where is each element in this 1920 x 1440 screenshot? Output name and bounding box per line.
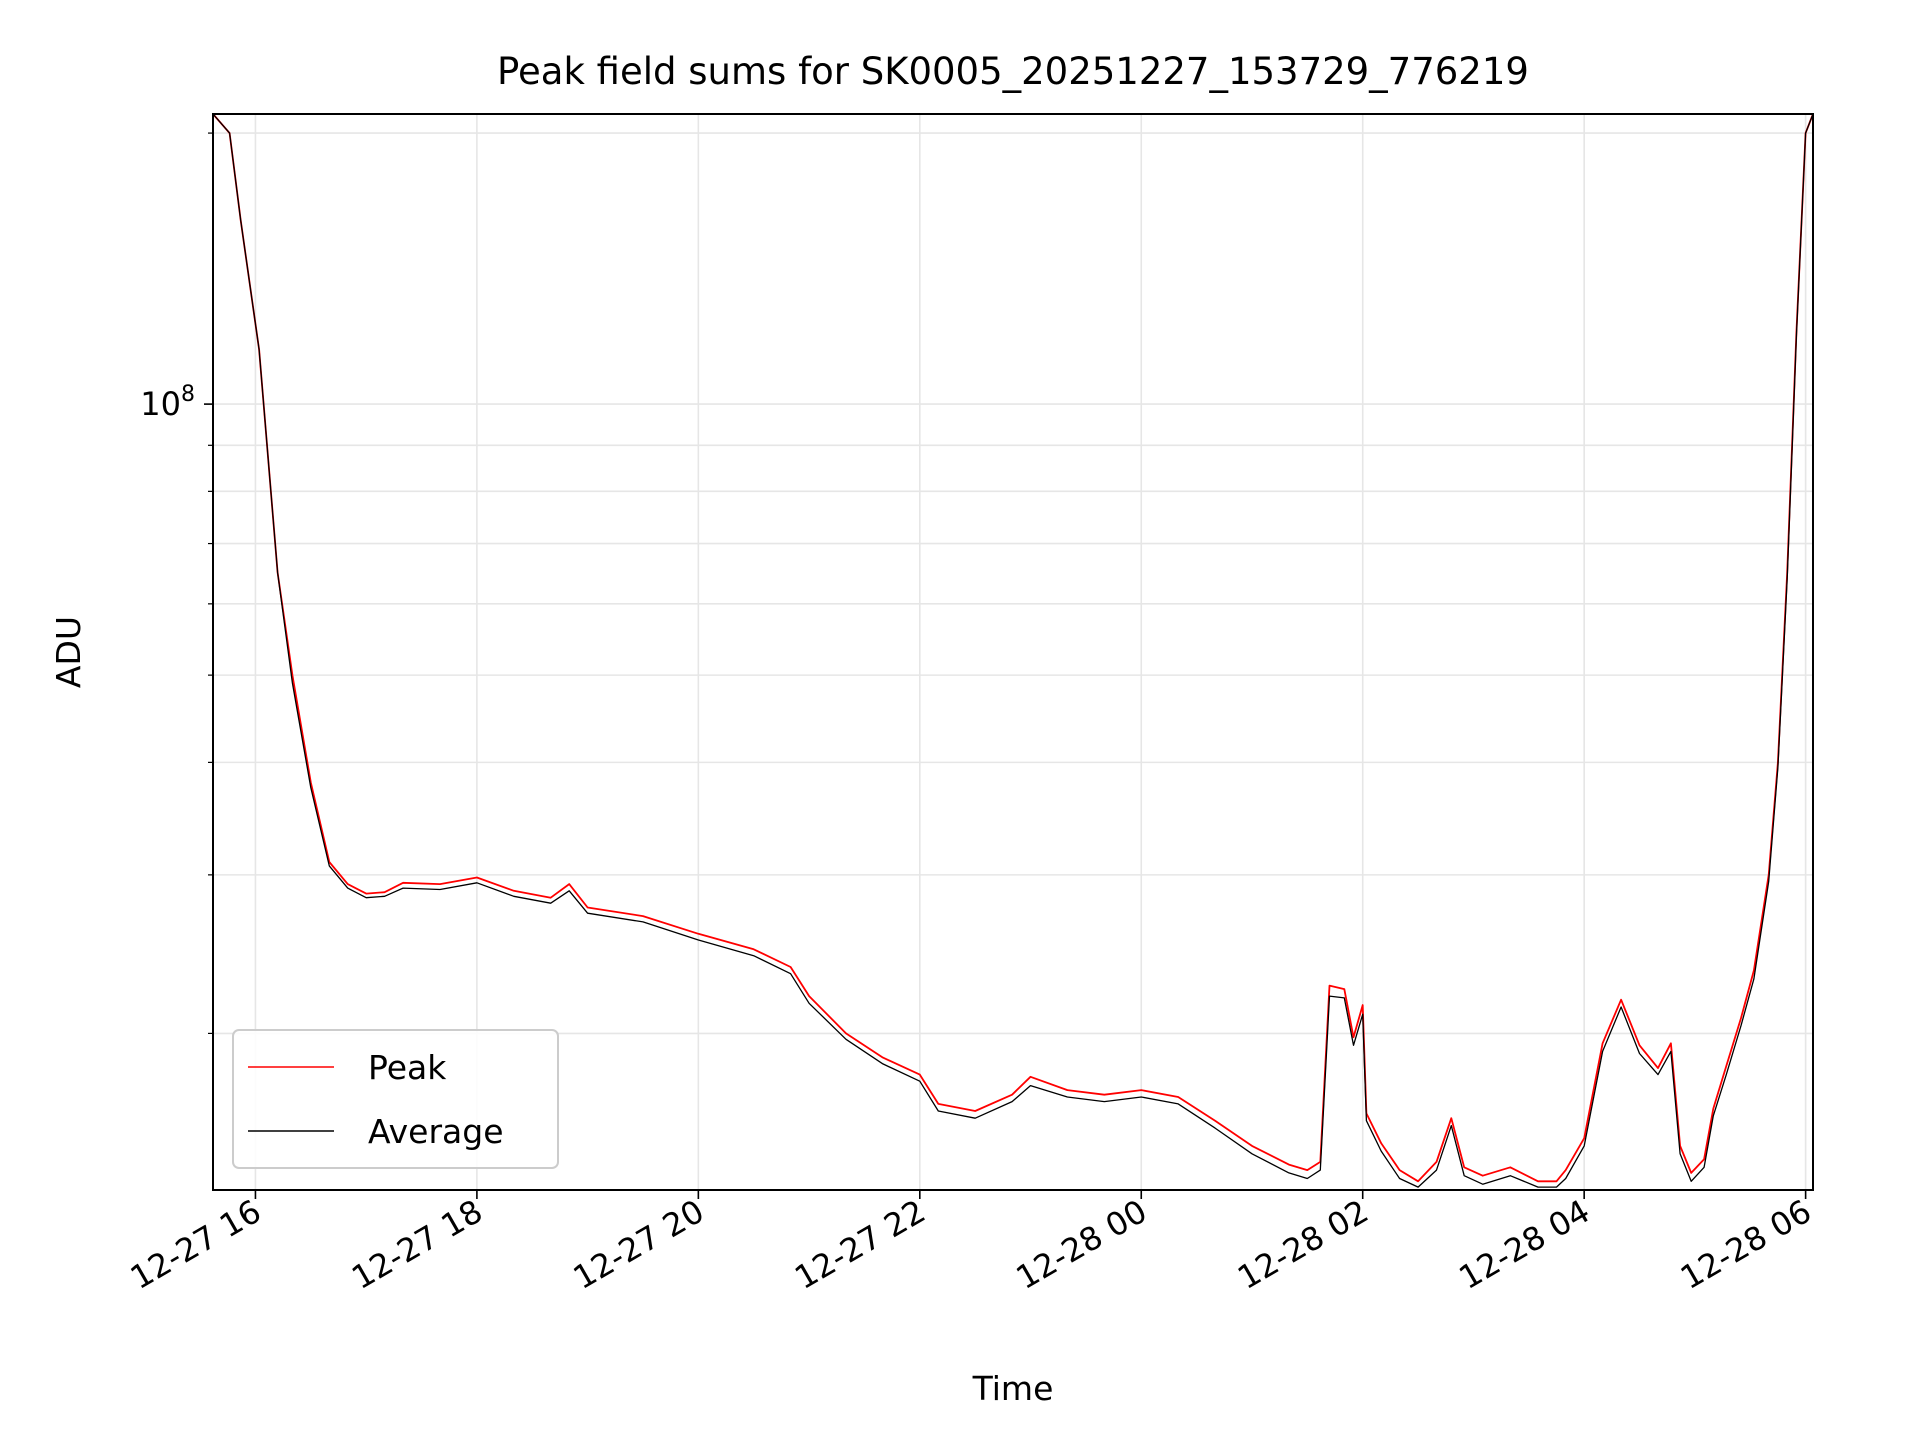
legend-box xyxy=(232,1029,559,1169)
legend: Peak Average xyxy=(232,1029,559,1169)
plot-area xyxy=(212,113,1814,1188)
legend-label-peak: Peak xyxy=(368,1048,447,1087)
series-line-average xyxy=(212,113,1814,1188)
y-tick-label: 108 xyxy=(140,382,195,423)
grid xyxy=(213,114,1813,1190)
plot-frame xyxy=(212,113,1814,1191)
series-line-peak xyxy=(212,113,1814,1183)
legend-label-average: Average xyxy=(368,1112,504,1151)
chart-title: Peak field sums for SK0005_20251227_1537… xyxy=(497,50,1529,93)
x-axis-label: Time xyxy=(972,1369,1054,1408)
y-axis: 108 xyxy=(140,132,213,1035)
y-axis-label: ADU xyxy=(49,616,88,688)
